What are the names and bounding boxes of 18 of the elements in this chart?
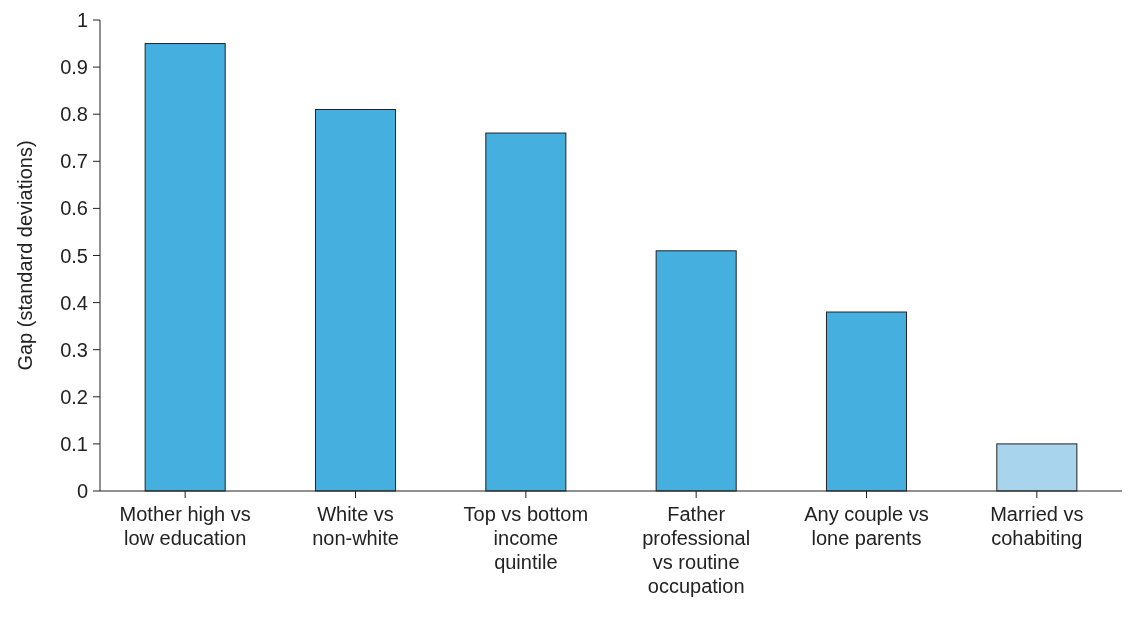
- y-tick-label: 0.2: [60, 385, 88, 408]
- y-tick-label: 0.5: [60, 244, 88, 267]
- x-tick-label: Father professional vs routine occupation: [642, 503, 751, 597]
- x-tick-label: White vs non-white: [312, 503, 399, 549]
- x-tick-label: Married vs cohabiting: [990, 503, 1084, 549]
- y-tick-label: 0.8: [60, 103, 88, 126]
- x-tick-label: Top vs bottom income quintile: [463, 503, 589, 573]
- y-tick-label: 0.4: [60, 291, 88, 314]
- x-tick-label: Mother high vs low education: [119, 503, 251, 549]
- y-tick-label: 0.1: [60, 432, 88, 455]
- y-tick-label: 0.7: [60, 150, 88, 173]
- y-tick-label: 0.6: [60, 197, 88, 220]
- y-tick-label: 0.9: [60, 56, 88, 79]
- y-tick-label: 1: [76, 9, 88, 31]
- y-tick-label: 0.3: [60, 338, 88, 361]
- y-tick-label: 0: [76, 480, 88, 502]
- y-axis-title: Gap (standard deviations): [14, 140, 36, 371]
- x-tick-label: Any couple vs lone parents: [804, 503, 929, 549]
